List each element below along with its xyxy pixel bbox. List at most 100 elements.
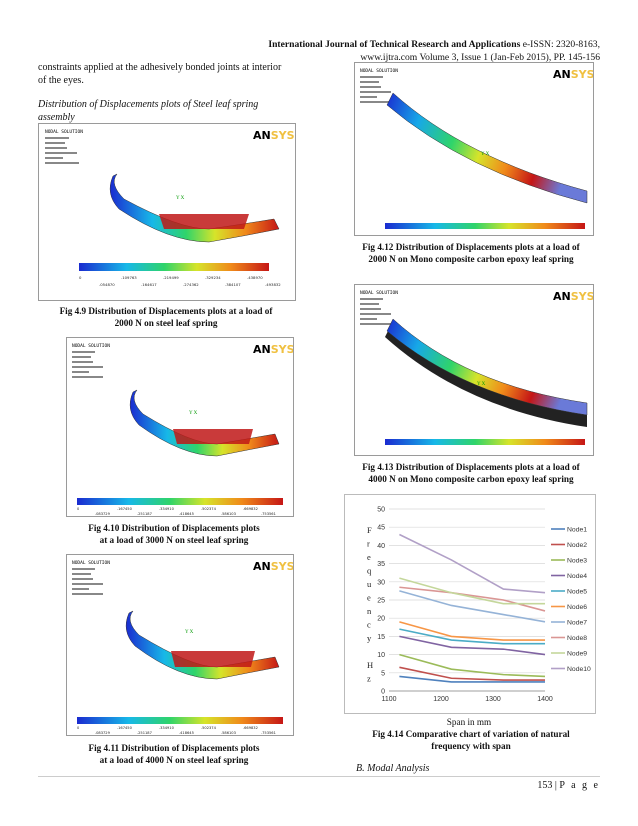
y-axis-label-char: q xyxy=(367,566,372,576)
svg-text:.219499: .219499 xyxy=(163,275,179,280)
legend-label: Node7 xyxy=(567,620,587,627)
chart-x-caption: Span in mm xyxy=(446,717,492,727)
svg-text:.669832: .669832 xyxy=(243,726,258,730)
y-axis-label-char: H xyxy=(367,660,373,670)
legend-label: Node10 xyxy=(567,666,591,673)
ansys-info-block xyxy=(72,351,103,378)
svg-text:.109763: .109763 xyxy=(121,275,137,280)
leaf-spring-model xyxy=(129,389,280,457)
svg-text:0: 0 xyxy=(77,507,80,511)
svg-text:.418645: .418645 xyxy=(179,731,194,735)
fig49-caption: Fig 4.9 Distribution of Displacements pl… xyxy=(59,306,273,328)
y-tick-label: 30 xyxy=(377,579,385,586)
series-line-node3 xyxy=(399,653,546,678)
svg-text:.586103: .586103 xyxy=(221,731,236,735)
color-legend-bar xyxy=(79,263,269,271)
x-tick-label: 1200 xyxy=(433,696,449,703)
legend-label: Node6 xyxy=(567,604,587,611)
svg-text:.274362: .274362 xyxy=(183,282,199,287)
x-tick-label: 1400 xyxy=(537,696,553,703)
ansys-plot-fig49: NODAL SOLUTION ANSYS Y X 0 .109 xyxy=(38,123,296,301)
svg-text:.329234: .329234 xyxy=(205,275,221,280)
fig411-caption: Fig 4.11 Distribution of Displacements p… xyxy=(88,743,260,765)
y-axis-label-char: r xyxy=(367,539,370,549)
ansys-logo: ANSYS xyxy=(553,68,593,81)
ansys-title: NODAL SOLUTION xyxy=(72,560,110,566)
svg-text:.502374: .502374 xyxy=(201,726,217,730)
page-number: 153 | P a g e xyxy=(537,780,600,791)
fig414-caption: Fig 4.14 Comparative chart of variation … xyxy=(372,729,570,751)
series-line-node1 xyxy=(399,675,545,683)
issn: e-ISSN: 2320-8163, xyxy=(522,39,600,50)
ansys-info-block xyxy=(360,298,395,325)
journal-volume-line: www.ijtra.com Volume 3, Issue 1 (Jan-Feb… xyxy=(360,52,600,63)
svg-text:.586103: .586103 xyxy=(221,512,236,516)
y-tick-label: 50 xyxy=(377,507,385,514)
y-axis-label-char: F xyxy=(367,525,372,535)
ansys-plot-fig410: NODAL SOLUTION ANSYS Y X 0 .167450 .3349… xyxy=(66,337,295,517)
series-line-node9 xyxy=(399,577,545,605)
legend-label: Node4 xyxy=(567,573,587,580)
y-tick-label: 15 xyxy=(377,634,385,641)
fig412-caption: Fig 4.12 Distribution of Displacements p… xyxy=(362,242,580,264)
color-legend-bar xyxy=(385,223,585,229)
series-line-node10 xyxy=(399,533,546,594)
series-line-node4 xyxy=(399,635,546,656)
svg-text:.334910: .334910 xyxy=(159,726,175,730)
x-tick-label: 1300 xyxy=(485,696,501,703)
y-tick-label: 0 xyxy=(381,689,385,696)
ansys-title: NODAL SOLUTION xyxy=(360,290,398,296)
axis-triad: Y X xyxy=(185,630,194,635)
svg-text:.164617: .164617 xyxy=(141,282,157,287)
svg-text:.334910: .334910 xyxy=(159,507,175,511)
legend-label: Node9 xyxy=(567,651,587,658)
ansys-plot-fig412: NODAL SOLUTION ANSYS Y X xyxy=(354,62,595,236)
svg-text:.251187: .251187 xyxy=(137,731,152,735)
svg-text:0: 0 xyxy=(77,726,80,730)
y-axis-label-char: y xyxy=(367,633,372,643)
y-axis-label-char: u xyxy=(367,579,372,589)
ansys-logo: ANSYS xyxy=(253,560,293,573)
section-heading-1: Distribution of Displacements plots of S… xyxy=(38,99,259,110)
ansys-title: NODAL SOLUTION xyxy=(72,343,110,349)
color-legend-bar xyxy=(385,439,585,445)
y-tick-label: 40 xyxy=(377,543,385,550)
svg-text:.669832: .669832 xyxy=(243,507,258,511)
intro-line-2: of the eyes. xyxy=(38,75,84,86)
legend-labels: 0 .109763 .219499 .329234 .438970 .05487… xyxy=(79,275,281,287)
svg-text:.083729: .083729 xyxy=(95,512,111,516)
series-line-node2 xyxy=(399,666,545,681)
y-tick-label: 5 xyxy=(381,670,385,677)
svg-text:0: 0 xyxy=(79,275,82,280)
y-tick-label: 20 xyxy=(377,616,385,623)
ansys-title: NODAL SOLUTION xyxy=(45,129,83,135)
y-tick-label: 25 xyxy=(377,598,385,605)
intro-line-1: constraints applied at the adhesively bo… xyxy=(38,62,282,73)
series-line-node5 xyxy=(399,628,545,645)
legend-label: Node1 xyxy=(567,527,587,534)
ansys-title: NODAL SOLUTION xyxy=(360,68,398,74)
legend-label: Node2 xyxy=(567,542,587,549)
y-tick-label: 35 xyxy=(377,561,385,568)
ansys-info-block xyxy=(360,76,395,103)
mono-leaf-spring-model xyxy=(385,318,588,427)
y-tick-label: 45 xyxy=(377,525,385,532)
axis-triad: Y X xyxy=(477,382,486,387)
legend-label: Node3 xyxy=(567,558,587,565)
ansys-plot-fig411: NODAL SOLUTION ANSYS Y X 0 .167450 .3349… xyxy=(66,554,295,736)
series-line-node7 xyxy=(399,590,546,623)
svg-text:.753561: .753561 xyxy=(261,731,276,735)
section-b-heading: B. Modal Analysis xyxy=(356,763,430,774)
x-tick-label: 1100 xyxy=(381,696,396,703)
svg-text:.083729: .083729 xyxy=(95,731,111,735)
legend-label: Node5 xyxy=(567,589,587,596)
leaf-spring-model xyxy=(109,173,280,243)
svg-text:.251187: .251187 xyxy=(137,512,152,516)
legend-labels: 0 .167450 .334910 .502374 .669832 .08372… xyxy=(77,726,276,735)
y-axis-label-char: n xyxy=(367,606,372,616)
ansys-plot-fig413: NODAL SOLUTION ANSYS Y X xyxy=(354,284,595,456)
svg-text:.438970: .438970 xyxy=(247,275,263,280)
y-tick-label: 10 xyxy=(377,652,385,659)
